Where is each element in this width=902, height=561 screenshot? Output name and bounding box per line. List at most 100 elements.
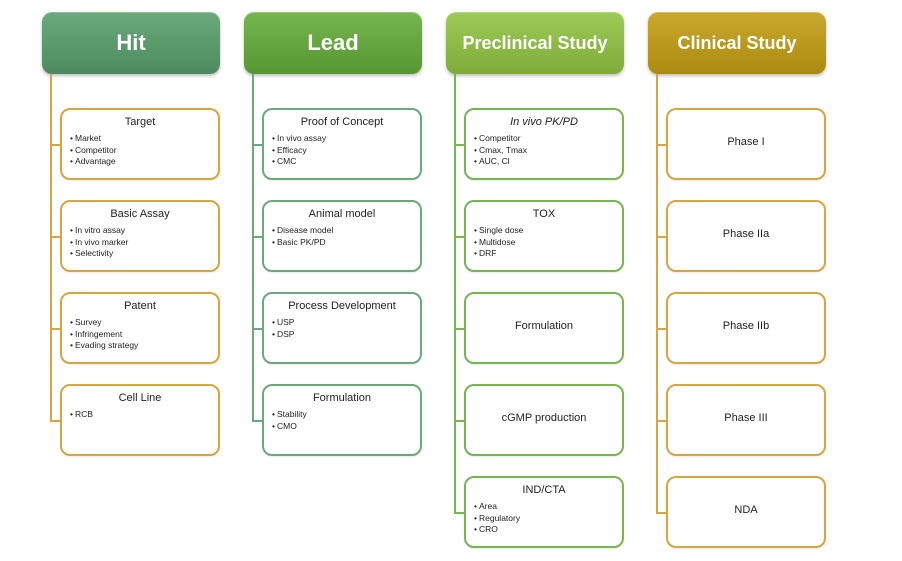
column-title: Clinical Study: [654, 33, 820, 54]
card-item: Regulatory: [474, 513, 614, 524]
card-wrap: Phase III: [666, 384, 826, 456]
card-title: Proof of Concept: [272, 116, 412, 129]
card-item: DRF: [474, 248, 614, 259]
card-wrap: In vivo PK/PD CompetitorCmax, TmaxAUC, Cl: [464, 108, 624, 180]
card-clinical-3: Phase III: [666, 384, 826, 456]
card-wrap: NDA: [666, 476, 826, 548]
card-item: Basic PK/PD: [272, 237, 412, 248]
card-item: Multidose: [474, 237, 614, 248]
card-items: CompetitorCmax, TmaxAUC, Cl: [474, 133, 614, 167]
card-hit-1: Basic Assay In vitro assayIn vivo markerS…: [60, 200, 220, 272]
card-title: Formulation: [515, 320, 573, 333]
card-wrap: Target MarketCompetitorAdvantage: [60, 108, 220, 180]
card-items: Disease modelBasic PK/PD: [272, 225, 412, 248]
column-header-lead: Lead: [244, 12, 422, 74]
card-title: cGMP production: [502, 412, 587, 425]
card-item: Disease model: [272, 225, 412, 236]
card-item: Cmax, Tmax: [474, 145, 614, 156]
card-wrap: IND/CTA AreaRegulatoryCRO: [464, 476, 624, 548]
column-title: Preclinical Study: [452, 33, 618, 54]
card-title: Formulation: [272, 392, 412, 405]
column-children: Phase I Phase IIa Phase IIb Phase III NDA: [648, 108, 826, 548]
card-item: In vivo marker: [70, 237, 210, 248]
card-title: Phase IIa: [723, 228, 769, 241]
card-hit-0: Target MarketCompetitorAdvantage: [60, 108, 220, 180]
card-items: In vitro assayIn vivo markerSelectivity: [70, 225, 210, 259]
card-preclinical-1: TOX Single doseMultidoseDRF: [464, 200, 624, 272]
column-hit: Hit Target MarketCompetitorAdvantage Basic …: [42, 12, 220, 456]
card-hit-3: Cell Line RCB: [60, 384, 220, 456]
card-clinical-4: NDA: [666, 476, 826, 548]
card-title: Cell Line: [70, 392, 210, 405]
card-wrap: Formulation: [464, 292, 624, 364]
card-wrap: Basic Assay In vitro assayIn vivo markerS…: [60, 200, 220, 272]
card-lead-0: Proof of Concept In vivo assayEfficacyCMC: [262, 108, 422, 180]
card-lead-1: Animal model Disease modelBasic PK/PD: [262, 200, 422, 272]
card-wrap: Phase IIa: [666, 200, 826, 272]
card-items: USPDSP: [272, 317, 412, 340]
card-wrap: TOX Single doseMultidoseDRF: [464, 200, 624, 272]
card-title: Basic Assay: [70, 208, 210, 221]
card-title: Phase IIb: [723, 320, 769, 333]
column-title: Hit: [48, 30, 214, 55]
card-title: In vivo PK/PD: [474, 116, 614, 129]
card-item: Advantage: [70, 156, 210, 167]
card-item: CMO: [272, 421, 412, 432]
card-item: In vitro assay: [70, 225, 210, 236]
card-title: Phase III: [724, 412, 767, 425]
card-wrap: Phase I: [666, 108, 826, 180]
column-clinical: Clinical StudyPhase IPhase IIaPhase IIbP…: [648, 12, 826, 548]
card-item: Competitor: [70, 145, 210, 156]
card-item: Competitor: [474, 133, 614, 144]
card-clinical-0: Phase I: [666, 108, 826, 180]
card-item: DSP: [272, 329, 412, 340]
card-item: AUC, Cl: [474, 156, 614, 167]
column-header-preclinical: Preclinical Study: [446, 12, 624, 74]
card-item: Stability: [272, 409, 412, 420]
card-item: Single dose: [474, 225, 614, 236]
card-items: Single doseMultidoseDRF: [474, 225, 614, 259]
card-clinical-2: Phase IIb: [666, 292, 826, 364]
card-item: Survey: [70, 317, 210, 328]
card-title: TOX: [474, 208, 614, 221]
column-children: In vivo PK/PD CompetitorCmax, TmaxAUC, Cl…: [446, 108, 624, 548]
card-items: SurveyInfringementEvading strategy: [70, 317, 210, 351]
card-preclinical-0: In vivo PK/PD CompetitorCmax, TmaxAUC, Cl: [464, 108, 624, 180]
card-clinical-1: Phase IIa: [666, 200, 826, 272]
card-item: Area: [474, 501, 614, 512]
card-items: In vivo assayEfficacyCMC: [272, 133, 412, 167]
card-item: CRO: [474, 524, 614, 535]
card-lead-3: Formulation StabilityCMO: [262, 384, 422, 456]
card-wrap: cGMP production: [464, 384, 624, 456]
card-wrap: Proof of Concept In vivo assayEfficacyCMC: [262, 108, 422, 180]
card-title: Phase I: [727, 136, 764, 149]
card-item: Evading strategy: [70, 340, 210, 351]
card-lead-2: Process DevelopmentUSPDSP: [262, 292, 422, 364]
card-wrap: Process DevelopmentUSPDSP: [262, 292, 422, 364]
card-item: In vivo assay: [272, 133, 412, 144]
card-item: RCB: [70, 409, 210, 420]
column-title: Lead: [250, 30, 416, 55]
column-children: Target MarketCompetitorAdvantage Basic Ass…: [42, 108, 220, 456]
card-hit-2: Patent SurveyInfringementEvading strategy: [60, 292, 220, 364]
card-item: Efficacy: [272, 145, 412, 156]
card-items: RCB: [70, 409, 210, 420]
card-wrap: Patent SurveyInfringementEvading strategy: [60, 292, 220, 364]
card-title: NDA: [734, 504, 757, 517]
card-title: IND/CTA: [474, 484, 614, 497]
card-preclinical-3: cGMP production: [464, 384, 624, 456]
card-wrap: Animal model Disease modelBasic PK/PD: [262, 200, 422, 272]
card-item: Selectivity: [70, 248, 210, 259]
card-title: Animal model: [272, 208, 412, 221]
card-preclinical-4: IND/CTA AreaRegulatoryCRO: [464, 476, 624, 548]
card-title: Target: [70, 116, 210, 129]
card-title: Patent: [70, 300, 210, 313]
column-header-clinical: Clinical Study: [648, 12, 826, 74]
diagram-root: Hit Target MarketCompetitorAdvantage Basic …: [0, 0, 902, 560]
card-item: CMC: [272, 156, 412, 167]
card-item: Infringement: [70, 329, 210, 340]
card-items: StabilityCMO: [272, 409, 412, 432]
card-wrap: Phase IIb: [666, 292, 826, 364]
card-items: MarketCompetitorAdvantage: [70, 133, 210, 167]
card-wrap: Cell Line RCB: [60, 384, 220, 456]
